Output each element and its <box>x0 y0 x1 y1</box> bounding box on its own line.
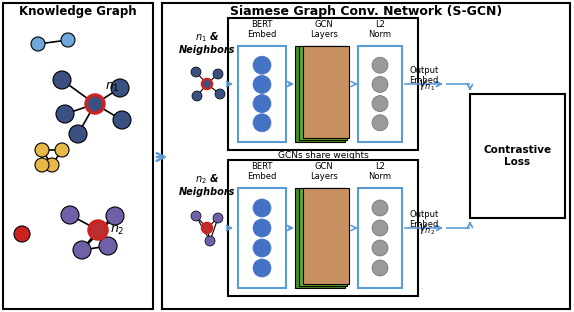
Text: Siamese Graph Conv. Network (S-GCN): Siamese Graph Conv. Network (S-GCN) <box>230 5 502 18</box>
Text: L2
Norm: L2 Norm <box>369 162 391 181</box>
Circle shape <box>253 239 271 257</box>
Circle shape <box>73 241 91 259</box>
Circle shape <box>35 158 49 172</box>
Text: GCNs share weights: GCNs share weights <box>278 150 369 159</box>
Text: GCN
Layers: GCN Layers <box>310 162 338 181</box>
Text: GCN
Layers: GCN Layers <box>310 20 338 39</box>
Circle shape <box>69 125 87 143</box>
Bar <box>162 3 570 309</box>
Bar <box>228 160 418 296</box>
Circle shape <box>372 76 388 92</box>
Bar <box>295 188 345 288</box>
Circle shape <box>253 56 271 74</box>
Text: Contrastive
Loss: Contrastive Loss <box>483 145 552 167</box>
Circle shape <box>253 76 271 93</box>
Circle shape <box>89 221 107 239</box>
Bar <box>295 46 345 142</box>
Text: $\gamma_{n_1}$: $\gamma_{n_1}$ <box>418 79 435 93</box>
Circle shape <box>31 37 45 51</box>
Circle shape <box>55 143 69 157</box>
Bar <box>3 3 153 309</box>
Bar <box>299 188 347 286</box>
Circle shape <box>191 211 201 221</box>
Text: Output
Embed: Output Embed <box>409 210 439 229</box>
Circle shape <box>86 95 104 113</box>
Circle shape <box>253 199 271 217</box>
Text: Output
Embed: Output Embed <box>409 66 439 85</box>
Circle shape <box>35 143 49 157</box>
Circle shape <box>215 89 225 99</box>
Circle shape <box>372 220 388 236</box>
Text: $n_2$ &
Neighbors: $n_2$ & Neighbors <box>179 172 235 197</box>
Text: BERT
Embed: BERT Embed <box>247 20 277 39</box>
Bar <box>303 188 349 284</box>
Circle shape <box>372 240 388 256</box>
Circle shape <box>111 79 129 97</box>
Text: Knowledge Graph: Knowledge Graph <box>19 5 137 18</box>
Circle shape <box>56 105 74 123</box>
Circle shape <box>213 69 223 79</box>
Text: $n_2$: $n_2$ <box>110 223 125 236</box>
Text: BERT
Embed: BERT Embed <box>247 162 277 181</box>
Bar <box>358 188 402 288</box>
Bar <box>470 94 565 218</box>
Bar <box>238 46 286 142</box>
Circle shape <box>45 158 59 172</box>
Circle shape <box>205 236 215 246</box>
Circle shape <box>372 200 388 216</box>
Circle shape <box>106 207 124 225</box>
Text: $n_1$ &
Neighbors: $n_1$ & Neighbors <box>179 30 235 56</box>
Circle shape <box>53 71 71 89</box>
Circle shape <box>113 111 131 129</box>
Bar <box>238 188 286 288</box>
Circle shape <box>202 223 212 233</box>
Circle shape <box>191 67 201 77</box>
Circle shape <box>202 79 212 89</box>
Circle shape <box>192 91 202 101</box>
Circle shape <box>14 226 30 242</box>
Circle shape <box>253 219 271 237</box>
Circle shape <box>99 237 117 255</box>
Text: $\gamma_{n_2}$: $\gamma_{n_2}$ <box>418 223 435 237</box>
Circle shape <box>372 57 388 73</box>
Circle shape <box>372 260 388 276</box>
Text: $n_1$: $n_1$ <box>105 81 119 94</box>
Circle shape <box>253 259 271 277</box>
Circle shape <box>372 115 388 131</box>
Circle shape <box>61 206 79 224</box>
Bar <box>358 46 402 142</box>
Circle shape <box>61 33 75 47</box>
Circle shape <box>253 114 271 132</box>
Bar <box>228 18 418 150</box>
Circle shape <box>372 95 388 112</box>
Bar <box>299 46 347 140</box>
Circle shape <box>213 213 223 223</box>
Bar <box>303 46 349 138</box>
Text: L2
Norm: L2 Norm <box>369 20 391 39</box>
Circle shape <box>253 95 271 113</box>
